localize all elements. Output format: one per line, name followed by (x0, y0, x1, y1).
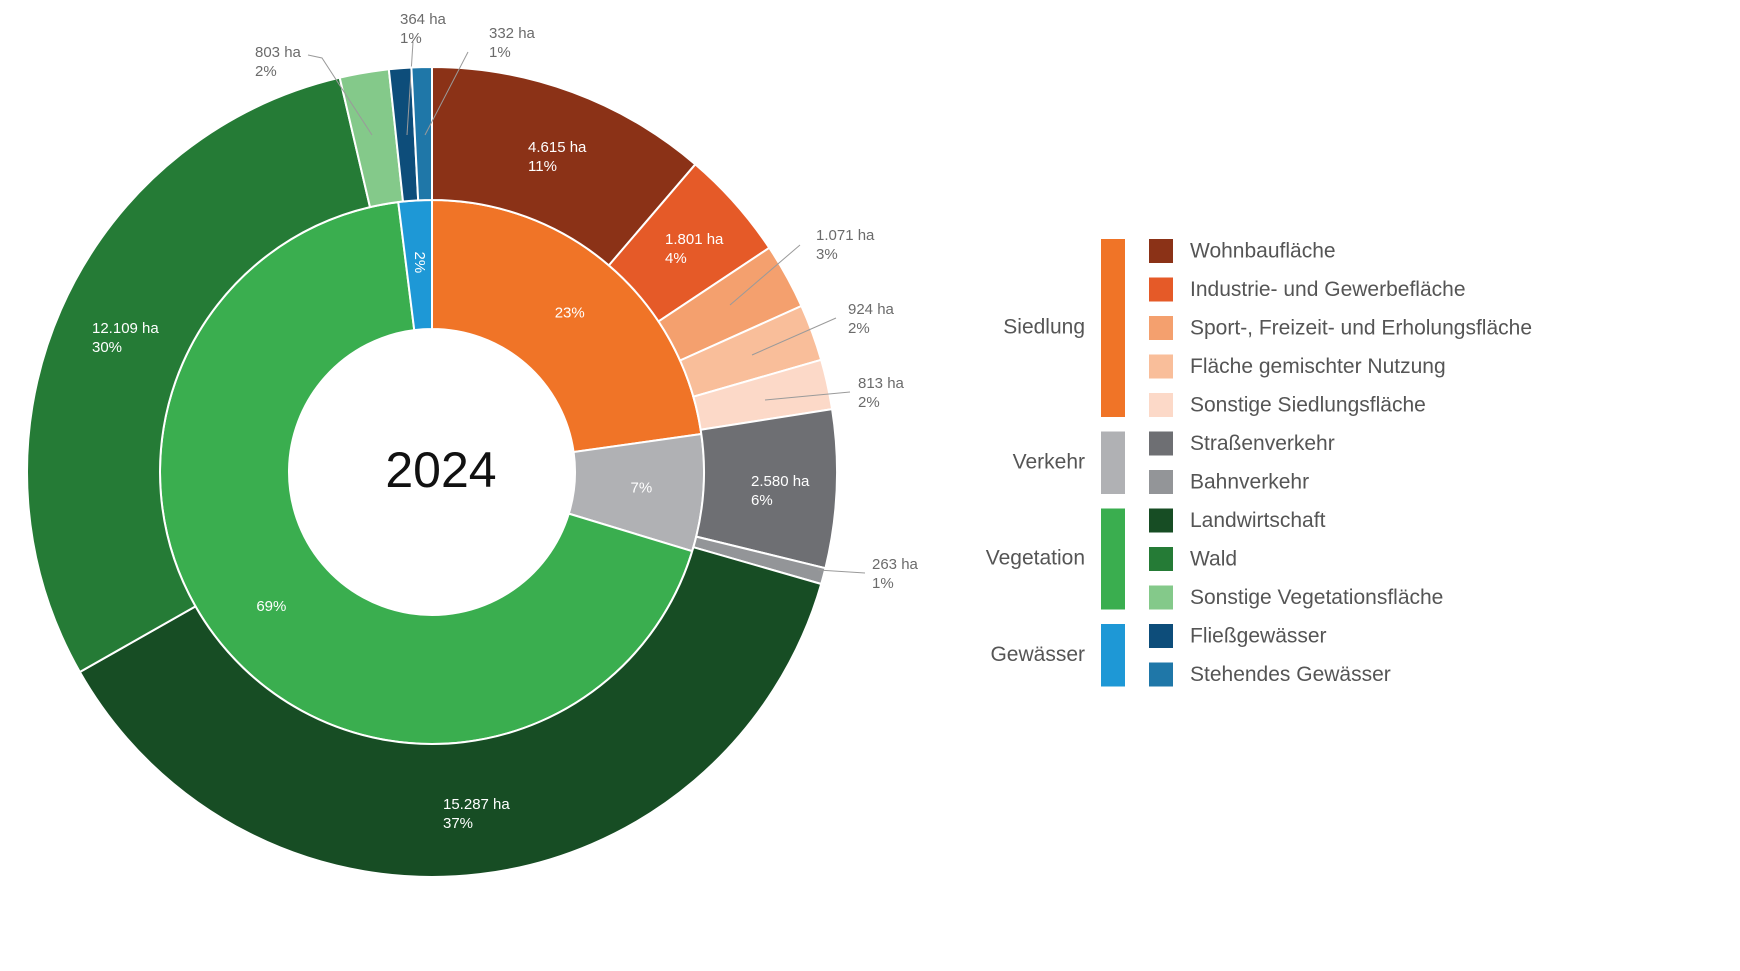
legend-label: Fließgewässer (1190, 625, 1327, 648)
legend-swatch (1149, 277, 1173, 302)
inner-label: 2% (411, 252, 428, 274)
leader-line (817, 569, 866, 574)
legend-group-label: Vegetation (986, 547, 1085, 570)
legend-swatch (1149, 470, 1173, 494)
leader-line (307, 54, 373, 136)
percentage-label: 6% (751, 492, 773, 509)
legend-group-bar (1101, 624, 1125, 687)
value-label: 1.801 ha (665, 231, 724, 248)
legend-label: Landwirtschaft (1190, 509, 1326, 532)
legend-label: Sonstige Siedlungsfläche (1190, 394, 1426, 417)
legend-swatch (1149, 624, 1173, 648)
percentage-label: 4% (665, 250, 687, 267)
legend-group-label: Verkehr (1013, 450, 1085, 473)
legend-swatch (1149, 431, 1173, 456)
percentage-label: 11% (528, 158, 557, 175)
value-label: 364 ha (400, 11, 447, 28)
value-label: 803 ha (255, 44, 302, 61)
value-label: 4.615 ha (528, 139, 587, 156)
legend-label: Industrie- und Gewerbefläche (1190, 278, 1466, 301)
value-label: 924 ha (848, 301, 895, 318)
leader-line (424, 51, 469, 136)
legend-swatch (1149, 662, 1173, 687)
legend-swatch (1149, 239, 1173, 263)
value-label: 813 ha (858, 375, 905, 392)
percentage-label: 3% (816, 246, 838, 263)
percentage-label: 1% (489, 44, 511, 61)
outer-segment (26, 76, 372, 674)
inner-label: 7% (631, 479, 653, 496)
legend-label: Fläche gemischter Nutzung (1190, 355, 1446, 378)
inner-label: 69% (256, 598, 286, 615)
outer-segment (410, 65, 433, 202)
percentage-label: 1% (400, 30, 422, 47)
leader-line (764, 391, 851, 401)
legend-label: Straßenverkehr (1190, 432, 1335, 455)
legend-swatch (1149, 547, 1173, 571)
percentage-label: 2% (858, 394, 880, 411)
legend-group-bar (1101, 239, 1125, 417)
value-label: 15.287 ha (443, 796, 510, 813)
legend-group-bar (1101, 431, 1125, 494)
legend-label: Wald (1190, 548, 1237, 571)
value-label: 1.071 ha (816, 227, 875, 244)
outer-segment (78, 545, 823, 878)
value-label: 12.109 ha (92, 320, 159, 337)
percentage-label: 2% (848, 320, 870, 337)
percentage-label: 2% (255, 63, 277, 80)
legend-label: Stehendes Gewässer (1190, 663, 1391, 686)
legend-group-label: Siedlung (1003, 316, 1085, 339)
inner-label: 23% (555, 304, 585, 321)
legend-label: Bahnverkehr (1190, 471, 1309, 494)
value-label: 2.580 ha (751, 473, 810, 490)
leader-line (406, 41, 414, 136)
legend-swatch (1149, 508, 1173, 533)
percentage-label: 37% (443, 815, 473, 832)
leader-line (751, 317, 837, 356)
legend-group-label: Gewässer (990, 643, 1085, 666)
center-label: 2024 (385, 442, 496, 498)
percentage-label: 30% (92, 339, 122, 356)
legend-label: Sonstige Vegetationsfläche (1190, 586, 1443, 609)
legend-swatch (1149, 393, 1173, 417)
leader-line (729, 244, 801, 306)
legend-swatch (1149, 585, 1173, 610)
value-label: 263 ha (872, 556, 919, 573)
legend-label: Sport-, Freizeit- und Erholungsfläche (1190, 317, 1532, 340)
percentage-label: 1% (872, 575, 894, 592)
legend-label: Wohnbaufläche (1190, 240, 1336, 263)
legend-group-bar (1101, 508, 1125, 610)
legend-swatch (1149, 354, 1173, 379)
value-label: 332 ha (489, 25, 536, 42)
legend-swatch (1149, 316, 1173, 340)
